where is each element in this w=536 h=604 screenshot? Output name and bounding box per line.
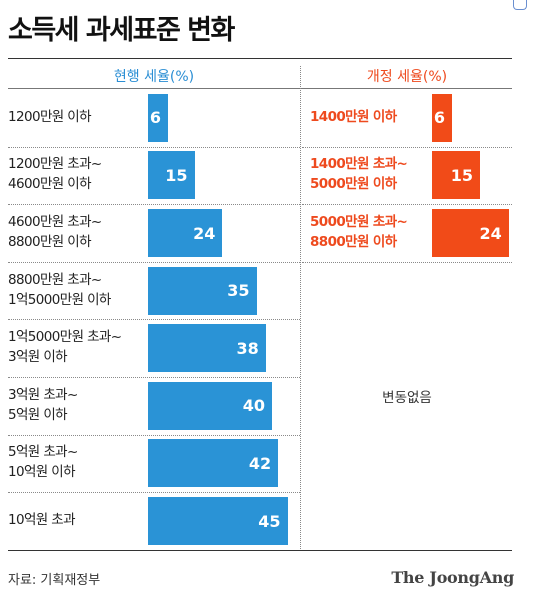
category-label-cur-6: 5억원 초과~ 10억원 이하 xyxy=(8,444,78,481)
bar-value-new-2: 24 xyxy=(479,223,502,243)
bar-cur-5: 40 xyxy=(148,381,272,430)
bar-value-new-1: 15 xyxy=(450,165,473,185)
bar-cur-4: 38 xyxy=(148,324,266,373)
bar-value-cur-7: 45 xyxy=(258,511,281,531)
bar-new-2: 24 xyxy=(432,209,509,257)
bottom-rule xyxy=(8,550,512,551)
category-label-cur-7: 10억원 초과 xyxy=(8,512,76,528)
current-rate-header: 현행 세율(%) xyxy=(113,69,195,85)
no-change-label: 변동없음 xyxy=(382,390,432,406)
bar-new-1: 15 xyxy=(432,151,480,200)
category-label-new-2: 5000만원 초과~ 8800만원 이하 xyxy=(310,214,408,250)
row-separator xyxy=(302,261,512,263)
bar-value-cur-0: 6 xyxy=(149,108,161,128)
category-label-cur-0: 1200만원 이하 xyxy=(8,108,92,125)
bar-cur-3: 35 xyxy=(148,266,257,315)
row-separator xyxy=(8,434,300,436)
bar-value-cur-1: 15 xyxy=(165,165,188,185)
bar-cur-1: 15 xyxy=(148,151,195,200)
bar-cur-2: 24 xyxy=(148,209,223,257)
bar-cur-6: 42 xyxy=(148,439,279,488)
bar-value-cur-6: 42 xyxy=(248,453,272,473)
bar-cur-7: 45 xyxy=(148,497,288,545)
category-label-new-1: 1400만원 초과~ 5000만원 이하 xyxy=(310,156,408,193)
bar-new-0: 6 xyxy=(432,93,452,142)
row-separator xyxy=(8,319,300,321)
category-label-cur-1: 1200만원 초과~ 4600만원 이하 xyxy=(8,156,102,193)
bar-value-cur-2: 24 xyxy=(193,223,216,243)
category-label-cur-4: 1억5000만원 초과~ 3억원 이하 xyxy=(8,329,122,366)
expand-icon[interactable] xyxy=(513,0,527,10)
row-separator xyxy=(8,492,300,494)
bar-value-cur-3: 35 xyxy=(227,281,250,301)
category-label-cur-3: 8800만원 초과~ 1억5000만원 이하 xyxy=(8,271,111,308)
row-separator xyxy=(8,377,300,378)
publisher-logo: The JoongAng xyxy=(391,568,514,587)
row-separator xyxy=(8,261,300,263)
category-label-new-0: 1400만원 이하 xyxy=(310,108,397,125)
row-separator xyxy=(302,146,512,148)
category-label-cur-2: 4600만원 초과~ 8800만원 이하 xyxy=(8,214,102,250)
bar-value-new-0: 6 xyxy=(433,108,445,128)
column-divider xyxy=(300,66,301,551)
revised-rate-header: 개정 세율(%) xyxy=(366,69,448,85)
bar-value-cur-5: 40 xyxy=(242,396,265,416)
row-separator xyxy=(8,204,300,206)
category-label-cur-5: 3억원 초과~ 5억원 이하 xyxy=(8,386,78,423)
source-note: 자료: 기획재정부 xyxy=(8,573,101,588)
top-rule xyxy=(8,58,512,59)
bar-value-cur-4: 38 xyxy=(236,338,259,358)
header-rule xyxy=(8,88,512,89)
chart-title: 소득세 과세표준 변화 xyxy=(8,15,235,46)
row-separator xyxy=(302,204,512,206)
bar-cur-0: 6 xyxy=(148,93,168,142)
row-separator xyxy=(8,146,300,148)
